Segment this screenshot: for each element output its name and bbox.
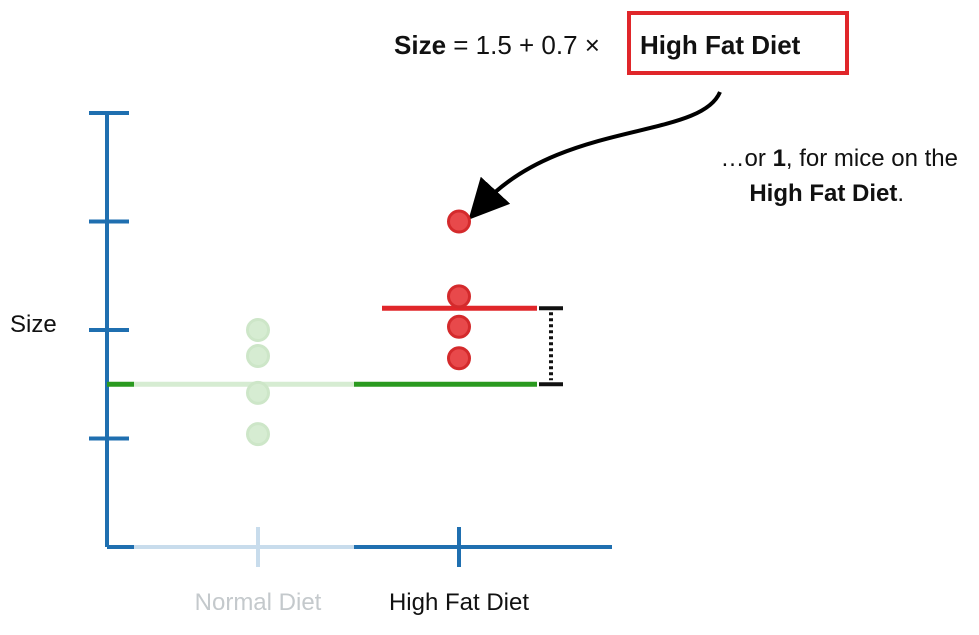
equation: Size = 1.5 + 0.7 × — [394, 30, 600, 60]
normal-diet-point-0 — [246, 422, 270, 447]
normal-diet-point-3 — [246, 318, 270, 342]
equation-rhs: = 1.5 + 0.7 × — [446, 30, 600, 60]
x-tick-label-normal-diet: Normal Diet — [195, 589, 322, 616]
equation-highlight: High Fat Diet — [640, 30, 801, 60]
high-fat-diet-point-1 — [447, 314, 471, 339]
annotation-line-1: …or 1, for mice on the — [721, 145, 958, 172]
high-fat-diet-point-3 — [447, 209, 471, 234]
axes — [89, 111, 612, 567]
y-axis-label: Size — [10, 311, 57, 338]
high-fat-diet-point-0 — [447, 346, 471, 371]
high-fat-diet-point-2 — [447, 284, 471, 309]
equation-highlight-box — [627, 11, 849, 75]
annotation-line-2: High Fat Diet. — [749, 180, 904, 207]
mean-lines — [107, 305, 563, 387]
normal-diet-point-1 — [246, 380, 270, 405]
normal-diet-point-2 — [246, 344, 270, 369]
equation-lhs: Size — [394, 30, 446, 60]
axis-labels: Size Normal Diet High Fat Diet — [10, 311, 529, 616]
x-tick-label-high-fat-diet: High Fat Diet — [389, 589, 529, 616]
data-points — [246, 209, 471, 447]
curved-arrow-icon — [468, 91, 722, 220]
